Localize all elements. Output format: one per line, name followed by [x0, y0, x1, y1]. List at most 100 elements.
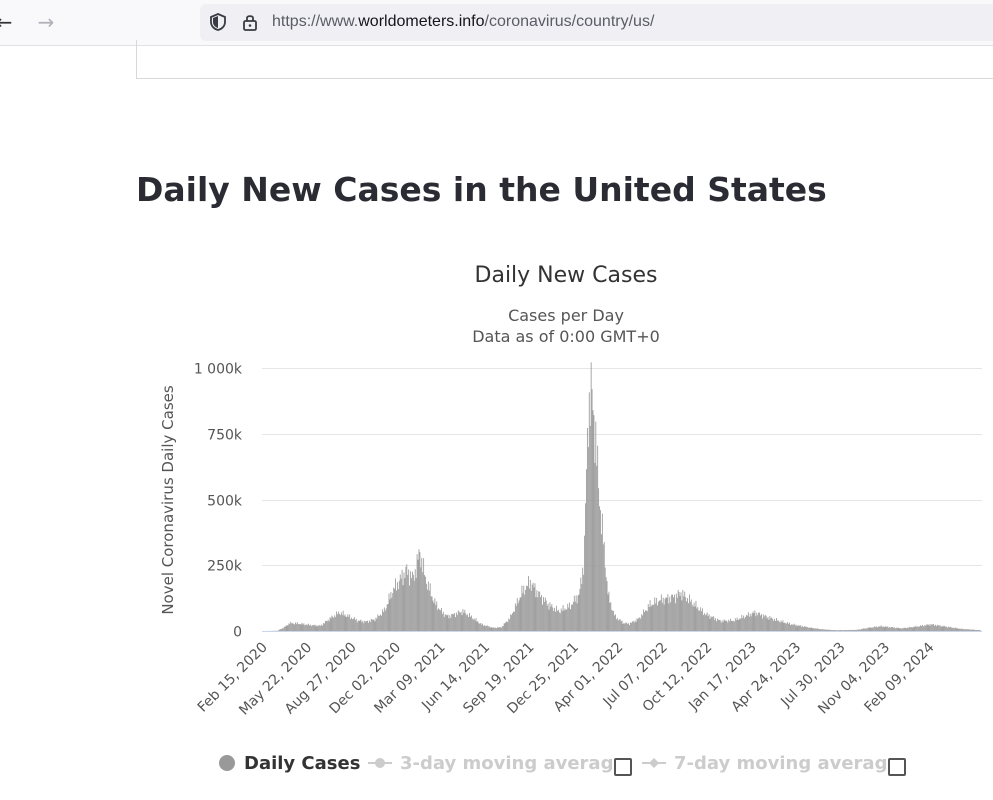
bar[interactable]	[331, 615, 333, 631]
bar[interactable]	[589, 425, 591, 631]
bar[interactable]	[778, 621, 780, 631]
bar[interactable]	[346, 616, 348, 631]
bar[interactable]	[809, 627, 811, 631]
bar[interactable]	[292, 623, 294, 631]
bar[interactable]	[843, 630, 845, 631]
bar[interactable]	[557, 610, 558, 631]
bar[interactable]	[445, 614, 447, 631]
bar[interactable]	[689, 601, 691, 631]
bar[interactable]	[483, 625, 484, 631]
bar[interactable]	[756, 612, 758, 631]
bar[interactable]	[458, 611, 460, 631]
bar[interactable]	[465, 613, 467, 631]
bar[interactable]	[849, 629, 851, 631]
bar[interactable]	[878, 626, 880, 631]
bar[interactable]	[965, 629, 966, 631]
bar[interactable]	[776, 620, 778, 631]
bar[interactable]	[896, 628, 898, 631]
bar[interactable]	[523, 585, 525, 631]
bar[interactable]	[434, 598, 436, 631]
bar[interactable]	[418, 549, 420, 631]
bar[interactable]	[691, 604, 693, 631]
bar[interactable]	[711, 617, 713, 631]
bar[interactable]	[451, 613, 453, 631]
bar[interactable]	[682, 589, 684, 631]
bar[interactable]	[579, 588, 581, 631]
bar[interactable]	[380, 614, 382, 631]
checkbox-3-day-average[interactable]	[614, 758, 632, 776]
bar[interactable]	[746, 615, 748, 631]
bar[interactable]	[644, 610, 646, 631]
bar[interactable]	[593, 415, 595, 631]
bar[interactable]	[429, 583, 431, 631]
bar[interactable]	[963, 628, 965, 631]
bar[interactable]	[437, 609, 439, 631]
bar[interactable]	[545, 600, 547, 631]
bar[interactable]	[968, 629, 970, 631]
bar[interactable]	[479, 623, 481, 631]
bar[interactable]	[671, 594, 673, 631]
bar[interactable]	[956, 627, 958, 631]
bar[interactable]	[507, 622, 509, 631]
bar[interactable]	[546, 605, 548, 631]
bar[interactable]	[377, 614, 379, 631]
bar[interactable]	[467, 614, 469, 631]
bar[interactable]	[515, 605, 517, 631]
bar[interactable]	[704, 615, 706, 631]
bar[interactable]	[705, 614, 707, 631]
bar[interactable]	[959, 628, 961, 631]
bar[interactable]	[285, 625, 287, 631]
bar[interactable]	[803, 627, 804, 631]
bar[interactable]	[760, 615, 761, 631]
bar[interactable]	[716, 621, 717, 631]
bar[interactable]	[423, 558, 425, 631]
bar[interactable]	[712, 616, 714, 631]
bar[interactable]	[647, 604, 649, 631]
bar[interactable]	[487, 626, 489, 631]
bar[interactable]	[497, 627, 498, 631]
bar[interactable]	[834, 630, 835, 631]
bar[interactable]	[495, 627, 497, 631]
bar[interactable]	[651, 604, 653, 631]
bar[interactable]	[910, 626, 912, 631]
bar[interactable]	[847, 630, 848, 631]
bar[interactable]	[943, 625, 945, 631]
bar[interactable]	[574, 601, 576, 631]
bar[interactable]	[490, 627, 492, 631]
bar[interactable]	[316, 625, 318, 631]
bar[interactable]	[777, 620, 779, 631]
bar[interactable]	[330, 618, 332, 631]
bar[interactable]	[296, 622, 298, 631]
bar[interactable]	[690, 599, 692, 631]
bar[interactable]	[897, 627, 899, 631]
bar[interactable]	[334, 615, 336, 631]
bar[interactable]	[725, 620, 727, 631]
bar[interactable]	[327, 619, 329, 631]
bar[interactable]	[920, 625, 921, 631]
bar[interactable]	[734, 618, 736, 631]
bar[interactable]	[349, 614, 351, 631]
bar[interactable]	[643, 609, 644, 631]
bar[interactable]	[977, 630, 979, 631]
bar[interactable]	[509, 619, 511, 631]
bar[interactable]	[865, 628, 867, 631]
bar[interactable]	[702, 608, 703, 631]
bar[interactable]	[845, 630, 847, 631]
bar[interactable]	[703, 614, 704, 631]
bar[interactable]	[368, 620, 370, 631]
bar[interactable]	[443, 616, 445, 631]
bar[interactable]	[558, 612, 560, 631]
bar[interactable]	[286, 625, 288, 631]
bar[interactable]	[806, 626, 808, 631]
bar[interactable]	[510, 614, 512, 631]
bar[interactable]	[795, 624, 797, 631]
bar[interactable]	[393, 587, 395, 631]
bar[interactable]	[484, 626, 486, 631]
bar[interactable]	[321, 624, 323, 631]
legend-item-7-day-average[interactable]: 7-day moving average	[642, 752, 900, 778]
bar[interactable]	[555, 611, 557, 631]
bar[interactable]	[293, 623, 294, 631]
bar[interactable]	[288, 623, 290, 631]
bar[interactable]	[366, 621, 367, 631]
bar[interactable]	[814, 628, 816, 631]
